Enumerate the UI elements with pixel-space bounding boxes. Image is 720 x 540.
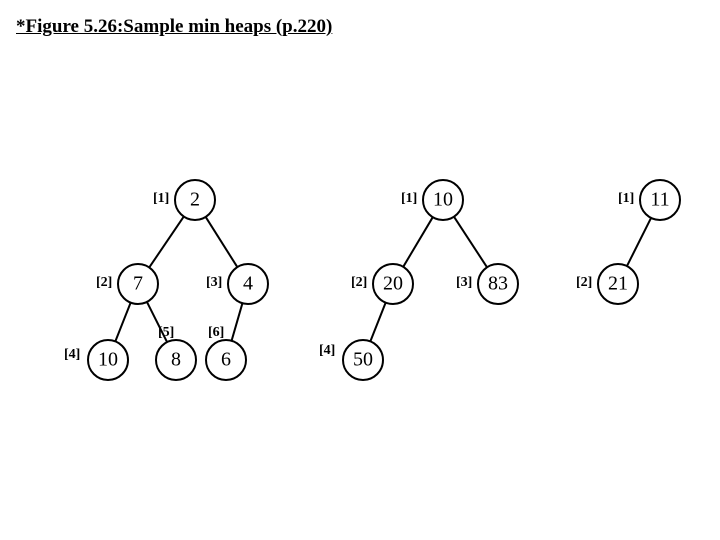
heap-node-value: 6 <box>221 349 231 371</box>
heap-node: 4 [3] <box>206 264 268 304</box>
heap-node-index: [6] <box>208 325 224 340</box>
heap-node: 50 [4] <box>319 340 383 380</box>
heap-node: 21 [2] <box>576 264 638 304</box>
heap-node: 2 [1] <box>153 180 215 220</box>
heap-edge <box>149 217 184 268</box>
heap-node-value: 83 <box>488 273 508 295</box>
heap-edge <box>206 217 238 267</box>
heap-node-value: 10 <box>98 349 118 371</box>
heap-node-value: 11 <box>650 189 669 211</box>
heap-node-index: [3] <box>456 275 472 290</box>
heap-node-index: [4] <box>319 343 335 358</box>
heap-node-index: [2] <box>576 275 592 290</box>
heap-node: 7 [2] <box>96 264 158 304</box>
heap-node: 20 [2] <box>351 264 413 304</box>
heap-edge <box>627 218 651 266</box>
heap-node: 10 [1] <box>401 180 463 220</box>
heap-diagram: 2 [1] 7 [2] 4 [3] 10 [4] 8 [5] 6 [6] 10 [1] 20 [2] 83 [3]… <box>0 0 720 540</box>
heap-edge <box>232 303 243 341</box>
heap-node-value: 21 <box>608 273 628 295</box>
heap-node-value: 10 <box>433 189 453 211</box>
heap-node-index: [4] <box>64 347 80 362</box>
heap-node-value: 4 <box>243 273 253 295</box>
heap-node-index: [1] <box>153 191 169 206</box>
heap-node-index: [2] <box>96 275 112 290</box>
heap-node: 6 [6] <box>206 325 246 380</box>
heap-node-index: [2] <box>351 275 367 290</box>
heap-edge <box>403 217 433 267</box>
heap-node-value: 7 <box>133 273 143 295</box>
heap-node-index: [1] <box>401 191 417 206</box>
heap-node: 10 [4] <box>64 340 128 380</box>
heap-node-index: [3] <box>206 275 222 290</box>
heap-node-index: [5] <box>158 325 174 340</box>
heap-node-index: [1] <box>618 191 634 206</box>
heap-node-value: 50 <box>353 349 373 371</box>
heap-node-value: 2 <box>190 189 200 211</box>
heap-node: 8 [5] <box>156 325 196 380</box>
heap-edge <box>370 303 385 342</box>
heap-edge <box>454 217 487 268</box>
heap-node-value: 8 <box>171 349 181 371</box>
heap-node: 83 [3] <box>456 264 518 304</box>
heap-node: 11 [1] <box>618 180 680 220</box>
heap-node-value: 20 <box>383 273 403 295</box>
heap-edge <box>115 303 130 342</box>
